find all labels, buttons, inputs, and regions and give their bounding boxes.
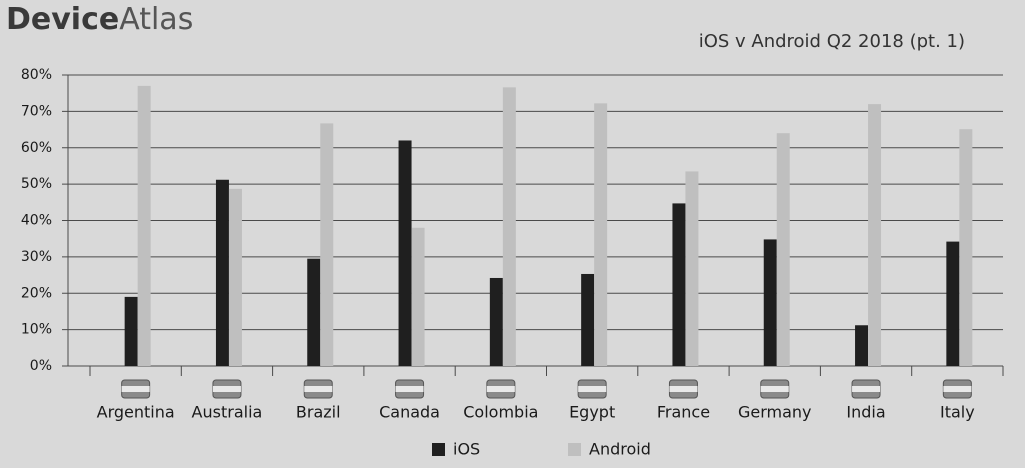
flag-stripe	[852, 386, 881, 392]
flag-stripe	[212, 386, 241, 392]
y-tick-label: 60%	[21, 140, 52, 156]
flag-stripe	[304, 386, 333, 392]
flag-stripe	[760, 386, 789, 392]
y-tick-label: 30%	[21, 249, 52, 265]
x-tick-label: Argentina	[97, 403, 175, 422]
chart-title: iOS v Android Q2 2018 (pt. 1)	[699, 31, 965, 52]
bar	[763, 239, 777, 366]
x-tick-label: Brazil	[296, 403, 341, 422]
x-tick-label: France	[657, 403, 710, 422]
flag-stripe	[943, 386, 972, 392]
bar	[581, 273, 595, 366]
legend-swatch	[568, 443, 581, 456]
x-tick-label: Canada	[379, 403, 440, 422]
y-tick-label: 10%	[21, 322, 52, 338]
bar	[215, 179, 229, 366]
y-tick-label: 50%	[21, 176, 52, 192]
x-tick-label: India	[846, 403, 885, 422]
logo-light: Atlas	[119, 2, 193, 37]
y-tick-label: 20%	[21, 285, 52, 301]
bar	[685, 171, 699, 366]
legend-swatch	[432, 443, 445, 456]
legend-label: iOS	[453, 440, 480, 459]
bar	[672, 203, 686, 366]
x-tick-label: Australia	[192, 403, 263, 422]
legend-label: Android	[589, 440, 651, 459]
bar	[855, 325, 869, 366]
flag-stripe	[395, 386, 424, 392]
y-tick-label: 80%	[21, 67, 52, 83]
flag-stripe	[669, 386, 698, 392]
bar	[959, 129, 973, 366]
logo-bold: Device	[6, 2, 119, 37]
bar	[307, 258, 321, 366]
bar	[124, 296, 138, 366]
flag-stripe	[121, 386, 150, 392]
bar	[320, 123, 334, 366]
bar	[489, 277, 503, 366]
y-tick-label: 70%	[21, 103, 52, 119]
logo: DeviceAtlas	[6, 2, 193, 37]
x-tick-label: Colombia	[463, 403, 538, 422]
flag-stripe	[486, 386, 515, 392]
bar	[594, 103, 608, 366]
y-tick-label: 40%	[21, 213, 52, 229]
bar	[398, 140, 412, 366]
bar	[868, 104, 882, 366]
x-tick-label: Italy	[940, 403, 975, 422]
bar	[137, 85, 151, 366]
bar	[776, 133, 790, 366]
y-tick-label: 0%	[30, 358, 52, 374]
x-tick-label: Germany	[738, 403, 812, 422]
bar	[946, 241, 960, 366]
bar	[411, 227, 425, 366]
bar	[502, 87, 516, 367]
flag-stripe	[578, 386, 607, 392]
bar	[228, 188, 242, 366]
x-tick-label: Egypt	[569, 403, 615, 422]
